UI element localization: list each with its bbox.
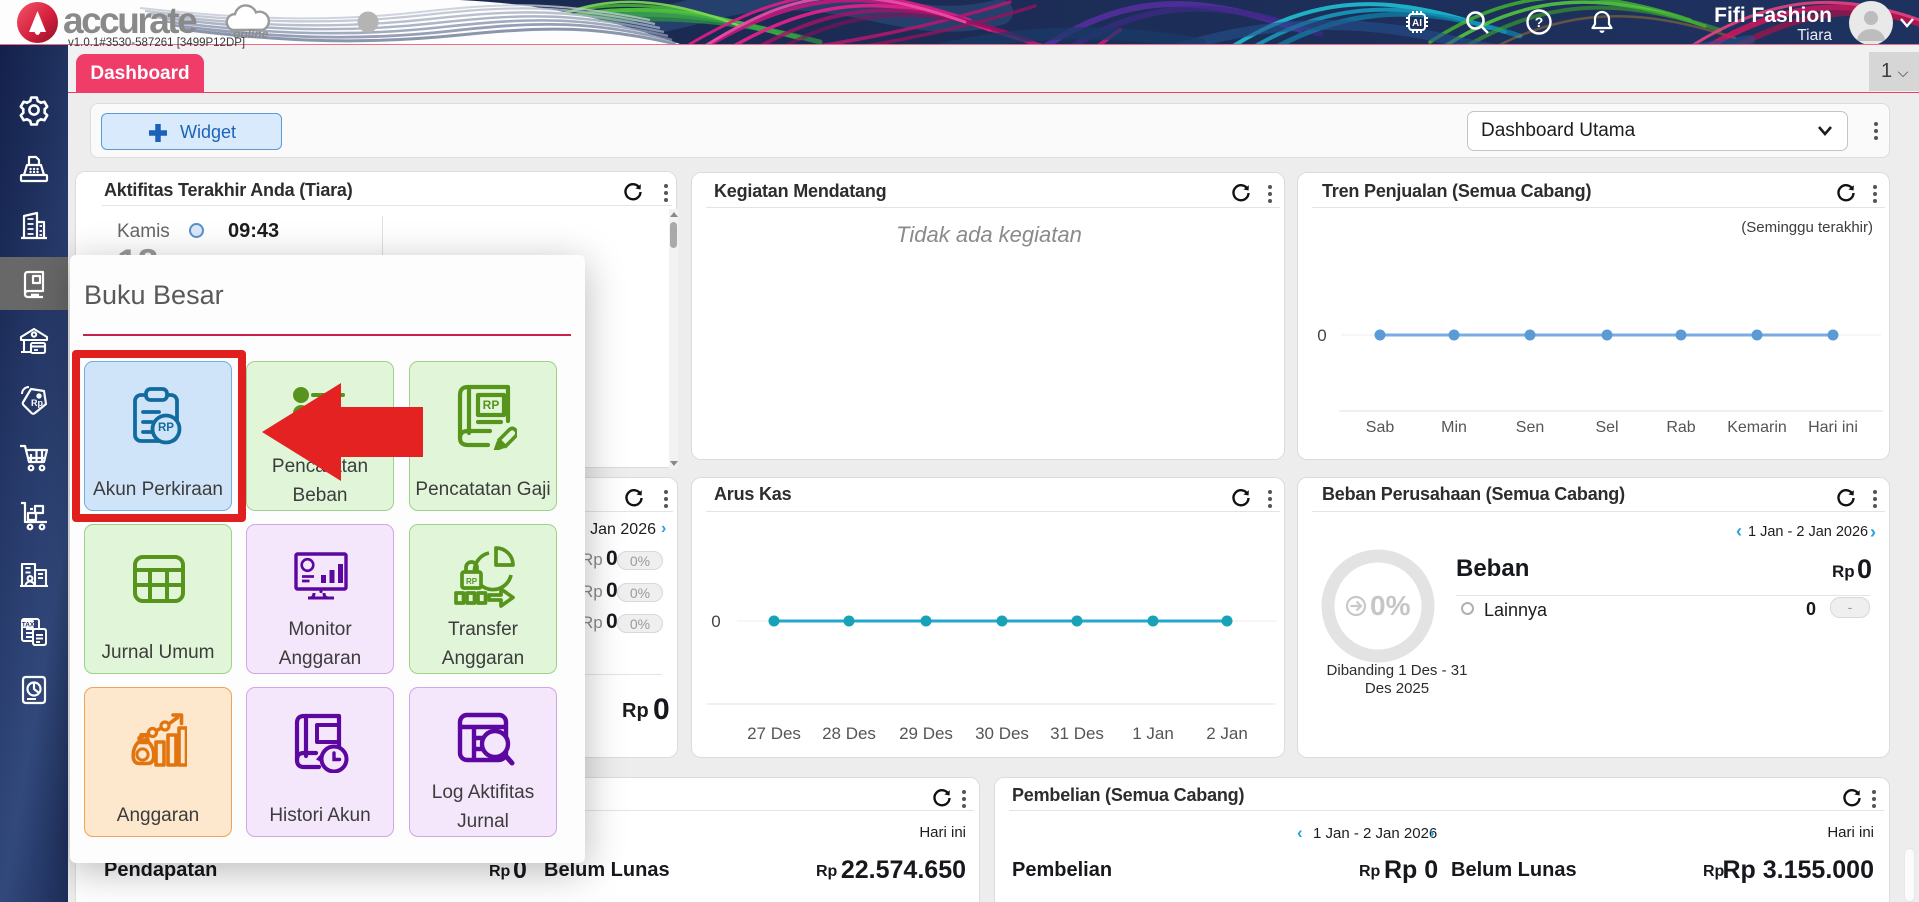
svg-text:?: ? — [1535, 14, 1544, 30]
svg-text:0: 0 — [711, 612, 720, 631]
svg-text:AI: AI — [1412, 18, 1422, 29]
svg-text:0: 0 — [1317, 326, 1326, 345]
svg-text:Rp: Rp — [31, 398, 43, 408]
svg-text:RP: RP — [466, 577, 478, 586]
svg-text:TAX: TAX — [22, 622, 35, 629]
svg-text:online: online — [233, 27, 269, 40]
